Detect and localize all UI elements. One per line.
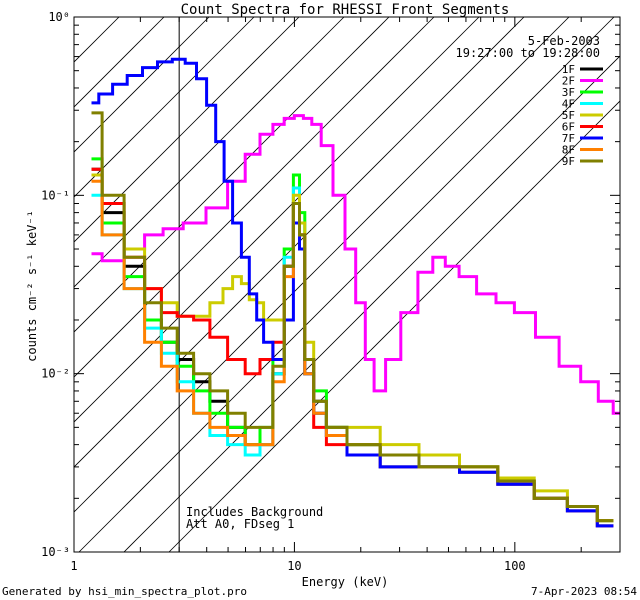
x-axis-label: Energy (keV) [302, 575, 389, 589]
hatch-line [74, 17, 345, 288]
hatch-line [74, 17, 480, 423]
annotation-attenuator: Att A0, FDseg 1 [186, 517, 294, 531]
annotation-background: Includes Background [186, 505, 323, 519]
y-tick-label: 10⁰ [48, 10, 70, 24]
x-tick-label: 1 [70, 559, 77, 573]
legend-label-7f: 7F [562, 132, 575, 145]
legend-label-9f: 9F [562, 155, 575, 168]
hatch-line [74, 17, 435, 378]
hatch-line [74, 17, 525, 468]
legend-label-6f: 6F [562, 121, 575, 134]
time-range-label: 19:27:00 to 19:28:00 [456, 46, 601, 60]
chart-title: Count Spectra for RHESSI Front Segments [181, 2, 510, 18]
axes-group: 1 10 100 10⁰ 10⁻¹ 10⁻² 10⁻³ [41, 10, 621, 573]
legend-label-4f: 4F [562, 98, 575, 111]
hatch-line [74, 17, 210, 153]
hatch-line [123, 55, 620, 552]
x-tick-label: 10 [287, 559, 301, 573]
plot-frame [73, 16, 621, 553]
legend-label-8f: 8F [562, 144, 575, 157]
hatch-line [74, 17, 255, 198]
footer-generated-by: Generated by hsi_min_spectra_plot.pro [2, 585, 247, 598]
excluded-region-hatch [74, 17, 620, 552]
y-tick-label: 10⁻² [41, 367, 70, 381]
y-tick-label: 10⁻³ [41, 545, 70, 559]
hatch-line [74, 17, 165, 108]
series-line-2f [91, 114, 620, 415]
x-tick-label: 100 [504, 559, 526, 573]
date-label: 5-Feb-2003 [528, 34, 600, 48]
legend-label-5f: 5F [562, 109, 575, 122]
legend-label-2f: 2F [562, 75, 575, 88]
series-group [91, 57, 620, 528]
y-tick-label: 10⁻¹ [41, 188, 70, 202]
legend-label-1f: 1F [562, 63, 575, 76]
y-axis-label: counts cm⁻² s⁻¹ keV⁻¹ [25, 210, 39, 362]
legend-label-3f: 3F [562, 86, 575, 99]
hatch-line [74, 17, 570, 513]
hatch-line [168, 100, 620, 552]
hatch-line [78, 17, 615, 552]
footer-timestamp: 7-Apr-2023 08:54 [531, 585, 637, 598]
hatch-line [74, 17, 390, 333]
series-line-9f [91, 111, 614, 523]
